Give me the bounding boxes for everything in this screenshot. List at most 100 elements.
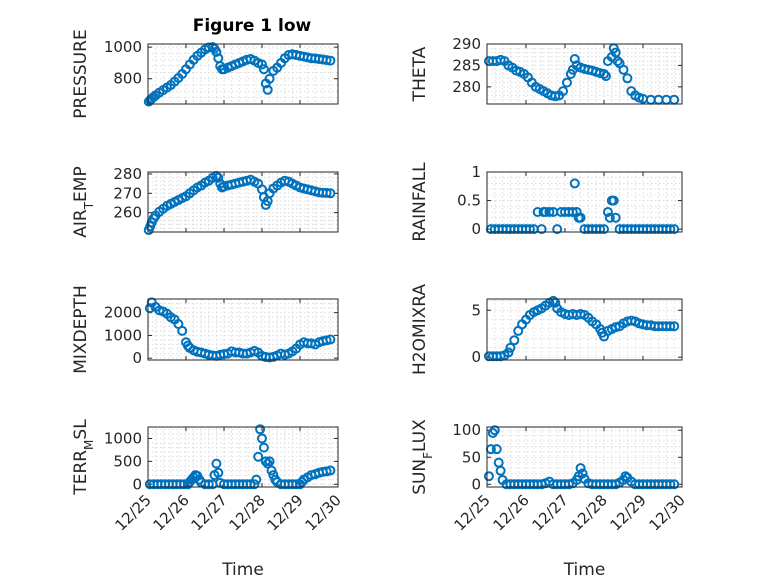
data-point bbox=[491, 444, 502, 455]
y-tick-label: 270 bbox=[113, 184, 142, 202]
data-point bbox=[257, 433, 267, 444]
y-axis-label: SUNFLUX bbox=[410, 419, 435, 495]
data-point bbox=[483, 471, 494, 482]
data-point bbox=[577, 468, 588, 479]
y-tick-label: 280 bbox=[452, 78, 481, 96]
axes-frame bbox=[486, 43, 683, 105]
data-point bbox=[203, 42, 214, 53]
series-markers bbox=[144, 297, 336, 363]
y-tick-label: 500 bbox=[113, 452, 142, 470]
data-point bbox=[179, 479, 190, 490]
x-axis-label: Time bbox=[563, 560, 606, 580]
y-axis-label: RAINFALL bbox=[410, 162, 430, 242]
series-markers bbox=[143, 170, 336, 236]
axes-frame bbox=[147, 426, 339, 488]
data-point bbox=[257, 59, 267, 70]
series-markers bbox=[483, 43, 680, 105]
y-tick-label: 50 bbox=[462, 448, 481, 466]
data-point bbox=[489, 425, 500, 436]
data-point bbox=[325, 55, 336, 66]
subplot-mixdepth: 0 1000 2000 MIXDEPTH bbox=[71, 285, 339, 374]
data-point bbox=[569, 54, 580, 64]
data-point bbox=[495, 465, 506, 476]
data-point bbox=[599, 224, 609, 235]
axes-frame bbox=[486, 171, 683, 233]
data-point bbox=[612, 56, 623, 67]
data-point bbox=[602, 207, 613, 217]
data-point bbox=[264, 73, 275, 84]
data-point bbox=[258, 442, 269, 453]
y-tick-label: 285 bbox=[452, 56, 481, 74]
data-point bbox=[618, 64, 629, 75]
data-point bbox=[264, 456, 275, 467]
data-point bbox=[665, 224, 676, 235]
data-point bbox=[258, 64, 269, 75]
data-point bbox=[608, 195, 619, 206]
y-axis-label: THETA bbox=[410, 46, 430, 102]
axes-frame bbox=[486, 426, 683, 488]
data-point bbox=[211, 46, 222, 57]
data-point bbox=[665, 479, 676, 490]
data-point bbox=[325, 334, 336, 345]
y-tick-label: 280 bbox=[113, 165, 142, 183]
data-point bbox=[524, 224, 535, 235]
data-point bbox=[669, 321, 680, 332]
data-point bbox=[600, 71, 611, 82]
subplot-rainfall: 0 0.5 1 RAINFALL bbox=[410, 162, 683, 242]
data-point bbox=[321, 55, 332, 66]
data-point bbox=[325, 188, 336, 199]
data-point bbox=[552, 224, 563, 235]
y-tick-label: 0 bbox=[132, 475, 142, 493]
data-point bbox=[575, 463, 586, 474]
data-point bbox=[622, 73, 633, 84]
data-point bbox=[550, 91, 561, 102]
data-point bbox=[669, 479, 680, 490]
y-tick-label: 0 bbox=[471, 220, 481, 238]
data-point bbox=[321, 187, 332, 198]
data-point bbox=[213, 467, 224, 478]
axes-frame bbox=[486, 298, 683, 361]
data-point bbox=[262, 84, 273, 95]
y-tick-label: 0 bbox=[471, 348, 481, 366]
data-point bbox=[255, 424, 266, 435]
data-point bbox=[144, 303, 155, 314]
y-tick-label: 0 bbox=[132, 349, 142, 367]
y-tick-label: 100 bbox=[452, 421, 481, 439]
axes-frame bbox=[147, 43, 339, 105]
axes-frame bbox=[147, 171, 339, 233]
y-tick-label: 260 bbox=[113, 204, 142, 222]
data-point bbox=[509, 335, 520, 346]
series-markers bbox=[144, 424, 336, 490]
subplot-pressure: 800 1000 PRESSURE bbox=[71, 29, 339, 119]
y-tick-label: 290 bbox=[452, 35, 481, 53]
y-axis-label: AIRTEMP bbox=[71, 166, 96, 237]
data-point bbox=[251, 474, 262, 485]
data-point bbox=[669, 224, 680, 235]
data-point bbox=[503, 347, 514, 358]
data-point bbox=[177, 325, 188, 336]
data-point bbox=[604, 212, 615, 223]
data-point bbox=[567, 207, 578, 217]
data-point bbox=[291, 479, 302, 490]
grid bbox=[486, 299, 683, 360]
series-markers bbox=[483, 425, 680, 490]
y-tick-label: 1000 bbox=[104, 429, 142, 447]
y-tick-label: 2000 bbox=[104, 304, 142, 322]
x-axis-label: Time bbox=[221, 560, 264, 580]
y-axis-label: PRESSURE bbox=[71, 29, 91, 118]
subplot-theta: 280 285 290 THETA bbox=[410, 35, 683, 105]
data-point bbox=[575, 212, 586, 223]
data-point bbox=[266, 465, 277, 476]
y-tick-label: 1000 bbox=[104, 326, 142, 344]
y-tick-label: 1000 bbox=[104, 38, 142, 56]
series-markers bbox=[483, 295, 680, 362]
data-point bbox=[505, 342, 516, 353]
subplot-h2omixra: 0 5 H2OMIXRA bbox=[410, 284, 683, 375]
y-tick-label: 800 bbox=[113, 70, 142, 88]
series-markers bbox=[143, 42, 336, 107]
data-point bbox=[253, 451, 264, 462]
y-axis-label: MIXDEPTH bbox=[71, 285, 91, 374]
